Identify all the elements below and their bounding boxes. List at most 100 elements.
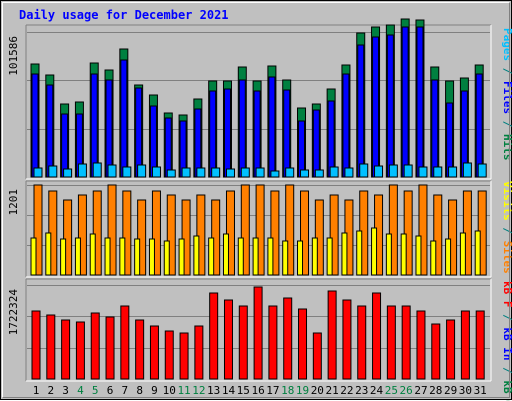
bottom-bar-kb-f <box>416 310 426 380</box>
middle-bar-visits <box>134 238 141 276</box>
x-tick-label: 31 <box>474 384 487 397</box>
top-bar-files <box>446 102 454 178</box>
chart-title: Daily usage for December 2021 <box>19 8 229 22</box>
top-bar-files <box>253 90 261 178</box>
middle-bar-visits <box>267 237 274 276</box>
x-tick-label: 30 <box>459 384 472 397</box>
top-bar-files <box>149 105 157 178</box>
middle-legend: Visits / Sites <box>501 181 512 274</box>
bottom-bar-kb-f <box>61 319 71 380</box>
bottom-bar-kb-f <box>194 325 204 380</box>
top-bar-pages <box>388 164 398 178</box>
middle-bar-visits <box>326 237 333 276</box>
top-bar-files <box>46 84 54 178</box>
bottom-bar-kb-f <box>209 292 219 380</box>
x-tick-label: 6 <box>107 384 114 397</box>
middle-panel: 1201 Visits / Sites <box>7 180 512 278</box>
x-axis-labels: 1 2 3 4 5 6 7 8 9 10 11 12 13 14 15 16 17 18 19 20 21 22 23 24 2… <box>33 384 487 397</box>
middle-bar-visits <box>297 240 304 276</box>
middle-bar-visits <box>282 240 289 276</box>
top-bar-files <box>31 73 39 178</box>
top-bar-pages <box>107 164 117 178</box>
x-tick-label: 22 <box>340 384 353 397</box>
bottom-bar-kb-f <box>90 312 100 380</box>
middle-bar-visits <box>119 237 126 276</box>
top-bar-pages <box>300 169 310 178</box>
x-tick-label: 28 <box>429 384 442 397</box>
legend-item: kB Out <box>501 380 512 401</box>
middle-bar-visits <box>148 238 155 276</box>
bottom-bar-kb-f <box>357 305 367 380</box>
bottom-bar-kb-f <box>120 305 130 380</box>
middle-bar-visits <box>445 238 452 276</box>
top-bar-files <box>431 79 439 178</box>
middle-bar-sites <box>240 184 250 276</box>
top-bar-files <box>416 26 424 178</box>
top-bar-pages <box>418 166 428 178</box>
middle-bar-sites <box>225 190 235 276</box>
bottom-bar-kb-f <box>386 305 396 380</box>
top-bar-pages <box>433 166 443 178</box>
middle-bar-visits <box>341 232 348 276</box>
top-bar-files <box>283 89 291 178</box>
top-bar-pages <box>211 167 221 178</box>
top-bar-pages <box>314 169 324 178</box>
legend-item: kB In <box>501 327 512 360</box>
middle-bar-visits <box>459 232 466 276</box>
top-bar-pages <box>151 166 161 178</box>
bottom-bar-kb-f <box>164 330 174 380</box>
middle-bar-sites <box>448 199 458 276</box>
top-bar-files <box>357 44 365 178</box>
x-tick-label: 14 <box>222 384 236 397</box>
top-bar-pages <box>122 166 132 178</box>
x-tick-label: 25 <box>385 384 398 397</box>
middle-bar-sites <box>196 194 206 276</box>
x-tick-label: 5 <box>92 384 99 397</box>
middle-bar-visits <box>356 230 363 276</box>
x-tick-label: 4 <box>77 384 84 397</box>
middle-bar-sites <box>270 190 280 276</box>
middle-bar-sites <box>433 194 443 276</box>
top-bar-pages <box>255 167 265 178</box>
middle-bar-visits <box>74 237 81 276</box>
top-bar-pages <box>462 162 472 178</box>
middle-bar-visits <box>371 227 378 276</box>
top-bar-pages <box>181 167 191 178</box>
middle-bar-visits <box>400 233 407 276</box>
top-legend: Pages / Files / Hits <box>501 28 512 161</box>
top-bar-files <box>135 87 143 178</box>
middle-bar-visits <box>385 233 392 276</box>
top-bar-files <box>209 90 217 178</box>
bottom-bar-kb-f <box>283 297 293 380</box>
top-bar-pages <box>240 167 250 178</box>
top-bar-files <box>386 34 394 178</box>
middle-bar-sites <box>300 190 310 276</box>
legend-item: / <box>501 221 512 241</box>
x-tick-label: 15 <box>237 384 250 397</box>
bottom-bar-kb-f <box>75 321 85 380</box>
middle-bar-visits <box>60 238 67 276</box>
top-bar-files <box>61 113 69 178</box>
bottom-ymax-label: 1722324 <box>7 289 20 336</box>
middle-bar-visits <box>45 232 52 276</box>
middle-bar-visits <box>178 238 185 276</box>
x-tick-label: 8 <box>136 384 143 397</box>
middle-bar-sites <box>418 184 428 276</box>
legend-item: Hits <box>501 134 512 161</box>
top-bar-pages <box>477 163 487 178</box>
middle-bar-sites <box>285 184 295 276</box>
bottom-bar-kb-f <box>31 310 41 380</box>
top-bar-files <box>372 36 380 178</box>
bottom-bar-kb-f <box>253 286 263 380</box>
x-tick-label: 2 <box>47 384 54 397</box>
middle-bar-sites <box>137 199 147 276</box>
middle-bar-visits <box>193 235 200 276</box>
top-bar-files <box>268 76 276 178</box>
x-tick-label: 1 <box>33 384 40 397</box>
legend-item: / <box>501 361 512 381</box>
bottom-bar-kb-f <box>105 316 115 380</box>
legend-item: Files <box>501 81 512 114</box>
bottom-bar-kb-f <box>223 299 233 380</box>
